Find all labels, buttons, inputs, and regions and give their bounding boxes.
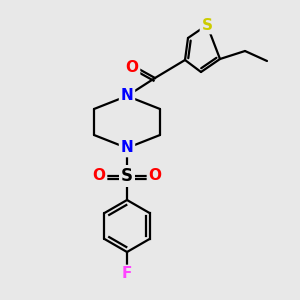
Text: O: O [125, 61, 139, 76]
Text: N: N [121, 88, 134, 104]
Text: N: N [121, 140, 134, 155]
Text: S: S [202, 17, 212, 32]
Text: O: O [92, 169, 106, 184]
Text: O: O [148, 169, 161, 184]
Text: S: S [121, 167, 133, 185]
Text: F: F [122, 266, 132, 281]
